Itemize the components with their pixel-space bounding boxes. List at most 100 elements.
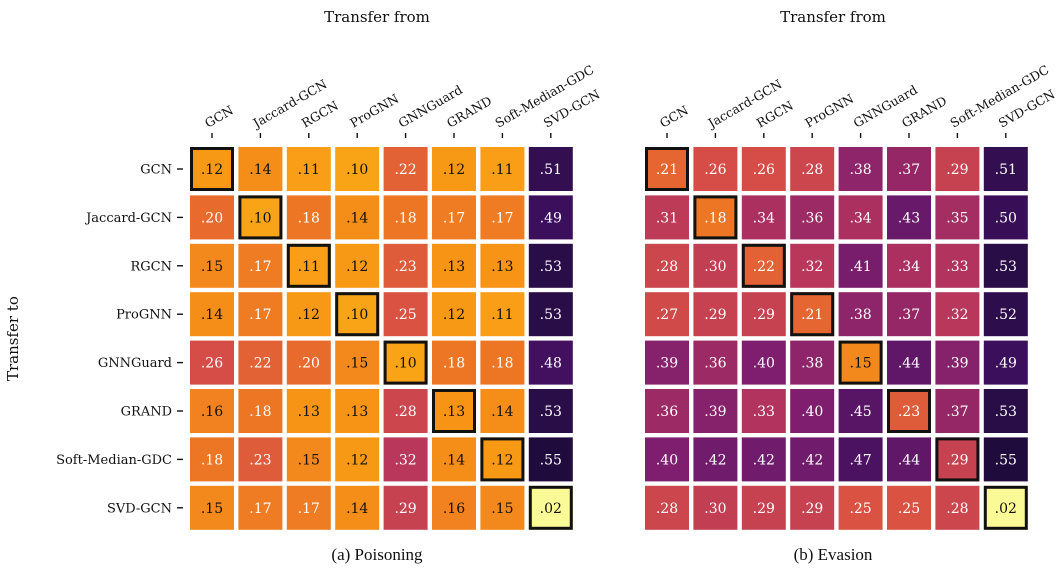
heatmap-cell [693,437,738,482]
heatmap-cell [480,389,525,433]
heatmap-cell [480,243,525,288]
cell-value-label: .15 [849,356,871,372]
cell-value-label: .36 [801,210,823,226]
cell-value-label: .29 [946,162,968,178]
heatmap-cell [335,292,380,337]
heatmap-cell [645,292,689,337]
diagonal-highlight-border [238,195,283,240]
heatmap-cell [645,195,689,240]
heatmap-cell [887,195,931,240]
heatmap-cell [693,195,738,240]
diagonal-highlight-border [190,147,234,191]
cell-value-label: .48 [540,356,562,372]
diagonal-highlight-border [887,389,931,433]
heatmap-cell [838,292,883,337]
cell-value-label: .30 [704,501,726,517]
y-tick-label-gcn: GCN [140,163,172,178]
cell-value-label: .22 [753,259,775,275]
cell-value-label: .18 [249,404,271,420]
cell-value-label: .32 [801,259,823,275]
cell-value-label: .14 [346,501,368,517]
cell-value-label: .39 [656,356,678,372]
heatmap-cell [528,437,573,482]
heatmap-cell [935,195,980,240]
heatmap-cell [838,389,883,433]
heatmap-cell [286,389,331,433]
heatmap-cell [286,437,331,482]
heatmap-cell [887,292,931,337]
cell-value-label: .49 [540,210,562,226]
cell-value-label: .53 [540,259,562,275]
cell-value-label: .10 [394,356,416,372]
cell-value-label: .21 [801,307,823,323]
cell-value-label: .38 [849,307,871,323]
heatmap-cell [238,389,283,433]
heatmap-cell [528,485,573,530]
heatmap-cell [190,243,234,288]
cell-value-label: .43 [898,210,920,226]
heatmap-cell [383,340,428,385]
cell-value-label: .53 [995,259,1017,275]
cell-value-label: .34 [753,210,775,226]
heatmap-cell [983,389,1028,433]
cell-value-label: .25 [898,501,920,517]
cell-value-label: .14 [491,404,513,420]
cell-value-label: .45 [849,404,871,420]
cell-value-label: .49 [995,356,1017,372]
heatmap-cell [432,243,476,288]
heatmap-cell [838,195,883,240]
heatmap-cell [335,243,380,288]
heatmap-cell [741,243,786,288]
heatmap-cell [528,147,573,191]
cell-value-label: .25 [849,501,871,517]
x-axis-title: Transfer from [780,8,886,26]
heatmap-cell [190,195,234,240]
y-tick-label-rgcn: RGCN [131,259,173,274]
cell-value-label: .40 [656,452,678,468]
cell-value-label: .13 [443,259,465,275]
heatmap-cell [238,195,283,240]
heatmap-cell [480,147,525,191]
heatmap-cell [935,485,980,530]
y-tick-label-grand: GRAND [121,405,172,420]
heatmap-cell [383,437,428,482]
heatmap-cell [645,147,689,191]
diagonal-highlight-border [480,437,525,482]
cell-value-label: .15 [201,501,223,517]
diagonal-highlight-border [983,485,1028,530]
cell-value-label: .12 [298,307,320,323]
y-tick-label-gnnguard: GNNGuard [98,356,172,371]
cell-value-label: .16 [201,404,223,420]
heatmap-cell [645,340,689,385]
cell-value-label: .23 [249,452,271,468]
cell-value-label: .15 [201,259,223,275]
heatmap-cell [383,292,428,337]
cell-value-label: .28 [656,501,678,517]
x-tick-label-gcn: GCN [202,102,236,130]
cell-value-label: .13 [443,404,465,420]
cell-value-label: .40 [753,356,775,372]
diagonal-highlight-border [741,243,786,288]
cell-value-label: .52 [995,307,1017,323]
cell-value-label: .39 [704,404,726,420]
heatmap-cell [741,292,786,337]
heatmap-cell [935,389,980,433]
cell-value-label: .21 [656,162,678,178]
cell-value-label: .10 [346,162,368,178]
heatmap-cell [335,340,380,385]
heatmap-cell [741,195,786,240]
cell-value-label: .42 [801,452,823,468]
heatmap-cell [190,485,234,530]
heatmap-cell [935,243,980,288]
heatmap-cell [432,485,476,530]
heatmap-cell [838,340,883,385]
cell-value-label: .26 [201,356,223,372]
x-tick-label-prognn: ProGNN [802,91,856,131]
cell-value-label: .17 [443,210,465,226]
cell-value-label: .33 [753,404,775,420]
cell-value-label: .42 [704,452,726,468]
cell-value-label: .30 [704,259,726,275]
y-axis-title: Transfer to [4,296,22,381]
cell-value-label: .12 [346,452,368,468]
heatmap-cell [528,389,573,433]
